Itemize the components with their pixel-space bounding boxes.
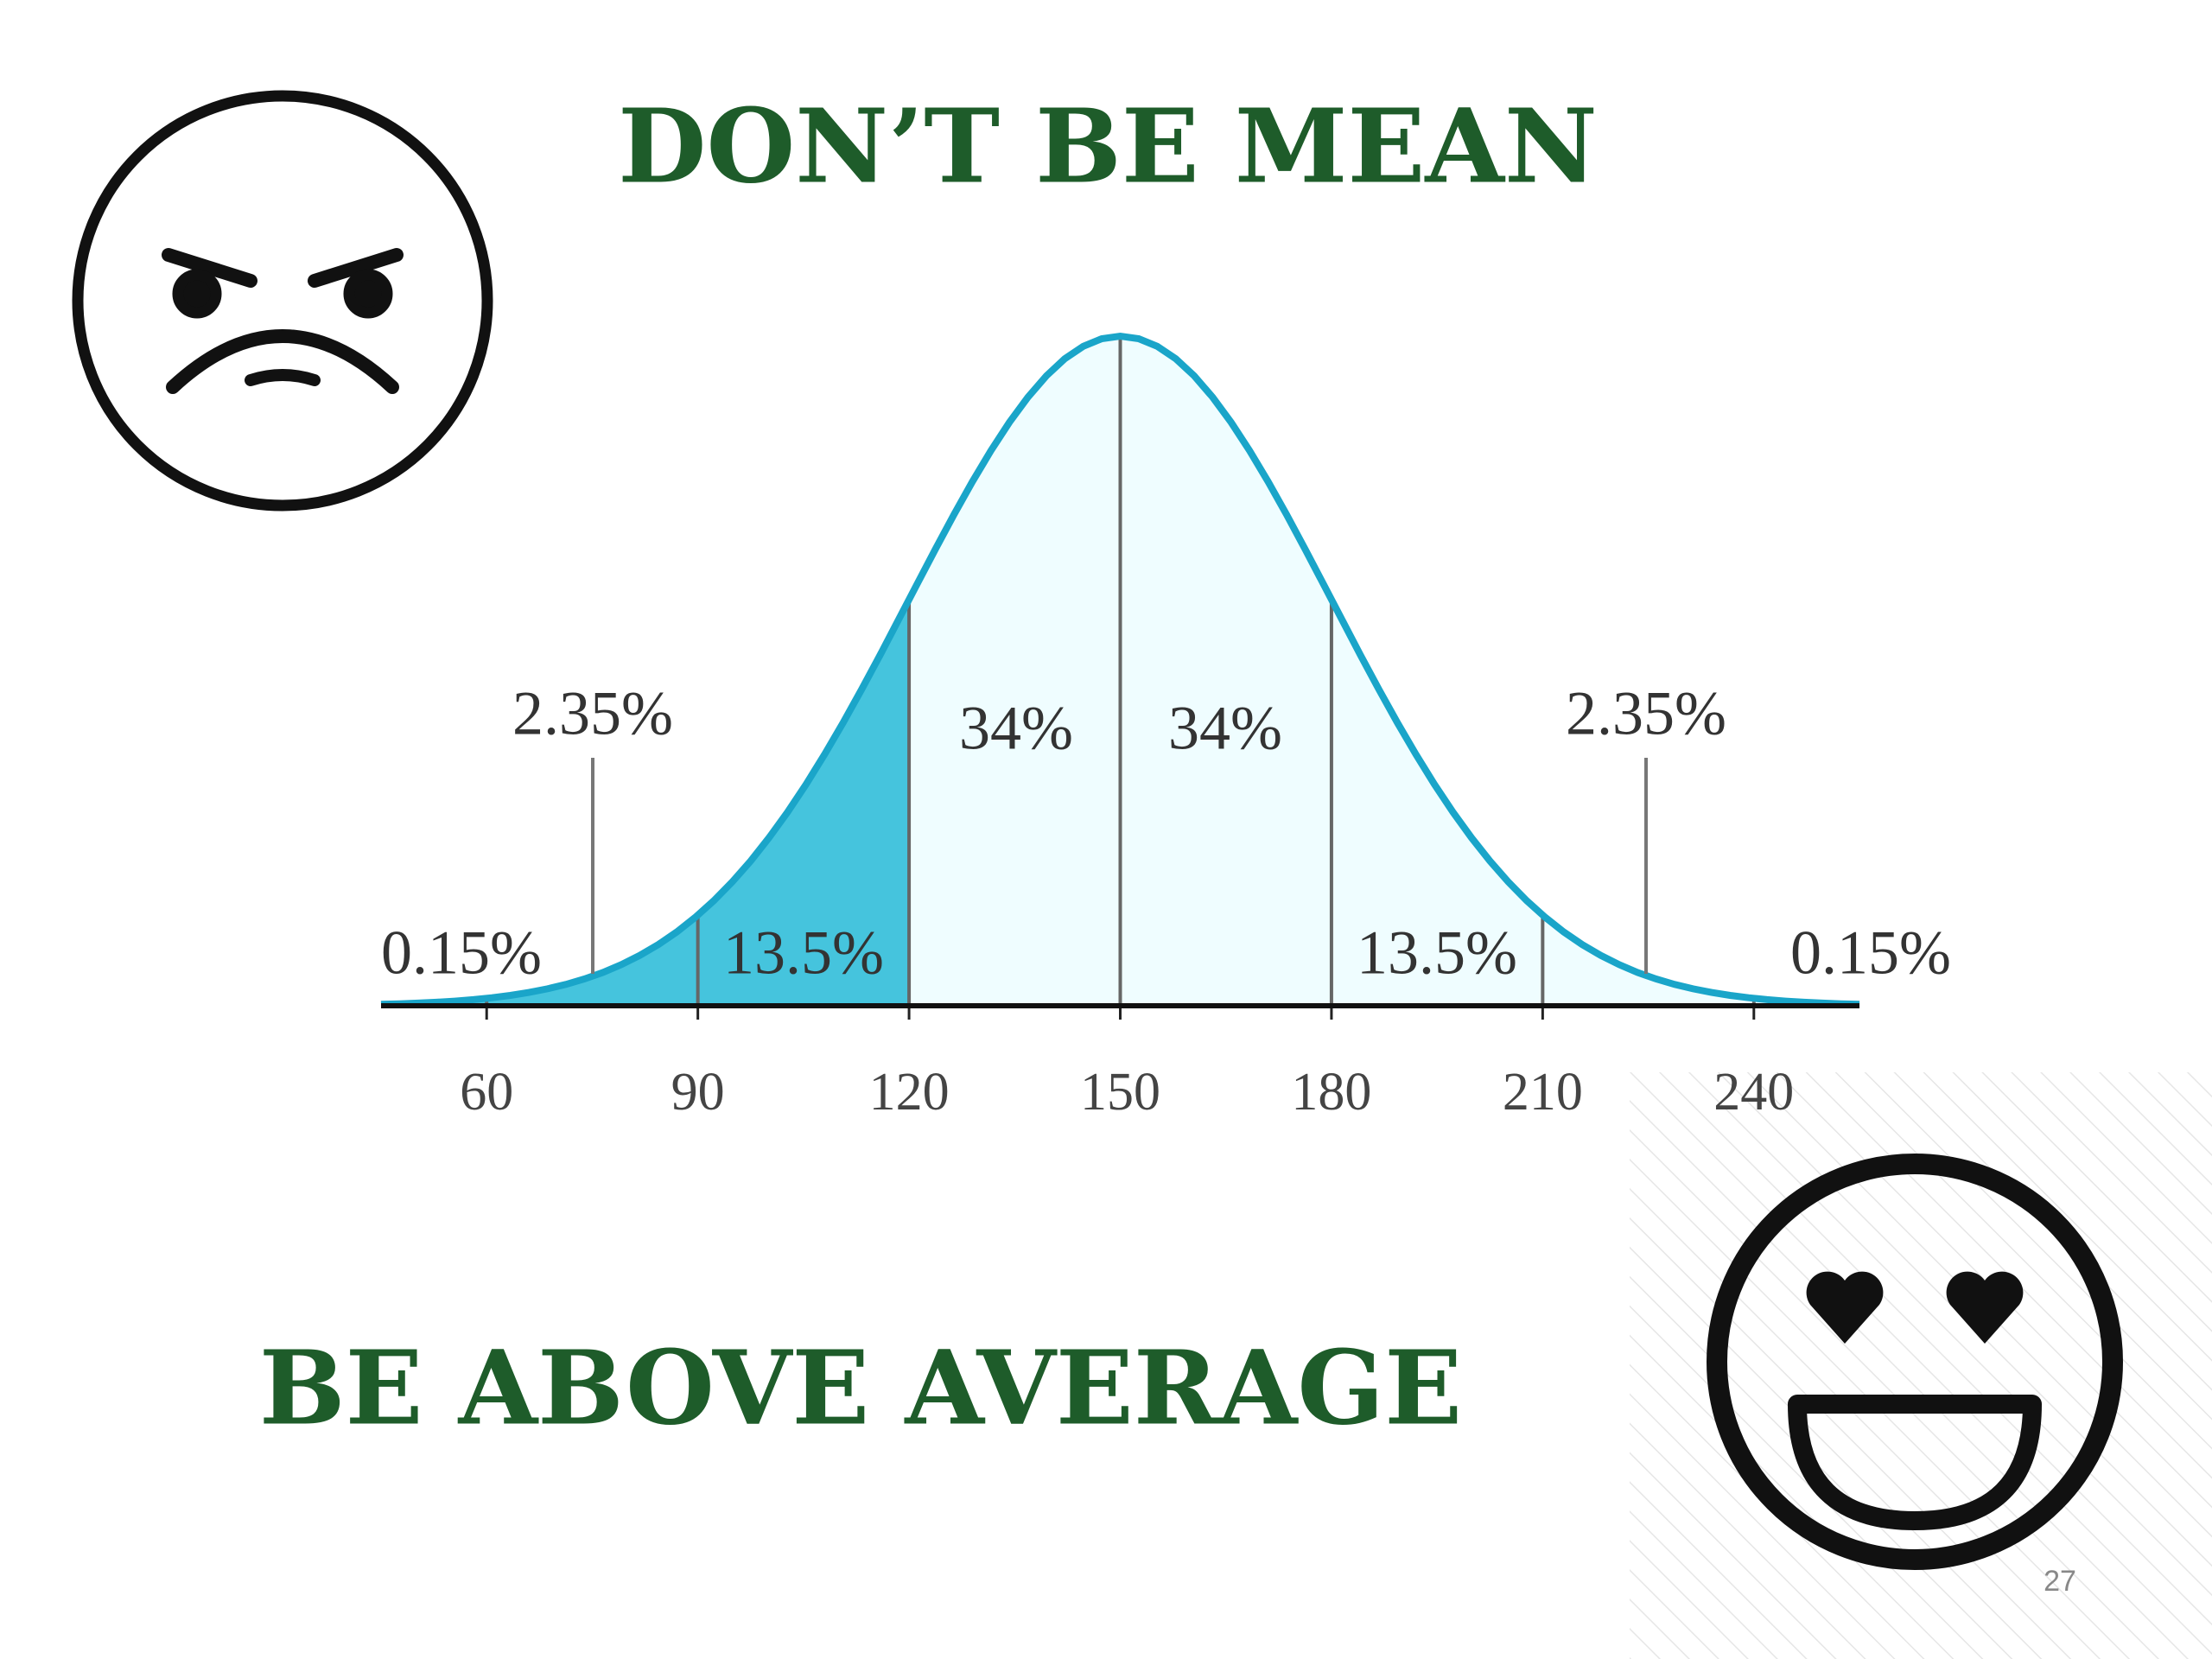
region	[486, 915, 698, 1006]
region-label: 0.15%	[381, 918, 542, 988]
angry-face	[72, 90, 493, 512]
region-label: 2.35%	[1566, 679, 1726, 748]
title: DON’T BE MEAN	[618, 86, 1598, 207]
x-tick-label: 60	[460, 1063, 513, 1122]
subtitle: BE ABOVE AVERAGE	[259, 1328, 1462, 1448]
curve	[380, 332, 1860, 1008]
chart: 60 90 120 150 180 210 240 0.15% 2.35% 13.5% 34% 34%…	[380, 332, 1951, 1122]
region	[1542, 915, 1754, 1006]
region-label: 13.5%	[723, 918, 884, 988]
x-tick-label: 120	[869, 1063, 950, 1122]
x-tick-label: 180	[1291, 1063, 1371, 1122]
region	[909, 336, 1121, 1006]
page-number: 27	[2044, 1565, 2076, 1598]
region	[1120, 336, 1332, 1006]
x-tick-label: 90	[671, 1063, 725, 1122]
region-label: 2.35%	[512, 679, 673, 748]
x-tick-label: 210	[1503, 1063, 1583, 1122]
region-label: 0.15%	[1790, 918, 1951, 988]
happy-face	[1707, 1154, 2123, 1570]
region-label: 13.5%	[1357, 918, 1517, 988]
region-label: 34%	[1168, 694, 1282, 763]
region-label: 34%	[959, 694, 1073, 763]
x-tick-label: 150	[1080, 1063, 1160, 1122]
x-tick-label: 240	[1713, 1063, 1794, 1122]
